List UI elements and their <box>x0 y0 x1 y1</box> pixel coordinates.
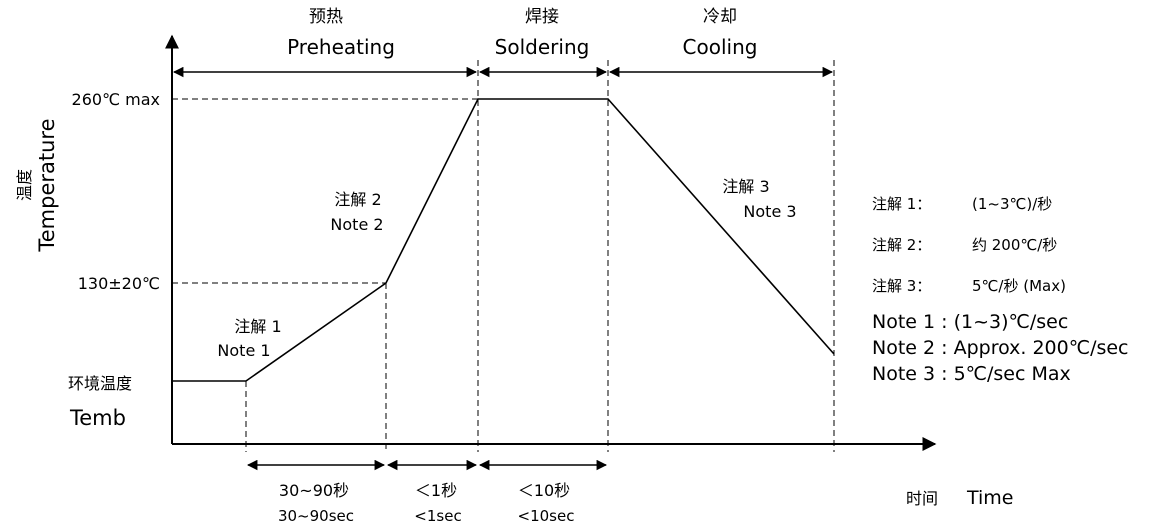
legend-cn-note-3-value: 5℃/秒 (Max) <box>972 277 1066 295</box>
x-axis-label-en: Time <box>966 487 1014 509</box>
legend-cn-note-2: 注解 2： 约 200℃/秒 <box>872 233 1129 274</box>
y-axis-label-en: Temperature <box>35 118 59 252</box>
duration-3-cn: ＜10秒 <box>518 481 570 500</box>
duration-1-cn: 30~90秒 <box>279 481 349 500</box>
legend-en-note-2: Note 2 : Approx. 200℃/sec <box>872 337 1129 359</box>
ambient-label-cn: 环境温度 <box>68 374 132 393</box>
phase-preheating-cn: 预热 <box>309 7 343 27</box>
curve-note2-en: Note 2 <box>330 215 383 234</box>
phase-soldering-cn: 焊接 <box>525 7 559 27</box>
legend-en-note-3: Note 3 : 5℃/sec Max <box>872 363 1071 385</box>
notes-legend: 注解 1： (1~3℃)/秒 注解 2： 约 200℃/秒 注解 3： 5℃/秒 (M… <box>872 192 1129 387</box>
preheat-temperature-label: 130±20℃ <box>78 274 160 293</box>
phase-cooling-cn: 冷却 <box>703 7 737 27</box>
curve-note1-cn: 注解 1 <box>234 317 281 336</box>
legend-en-note-1: Note 1 : (1~3)℃/sec <box>872 311 1069 333</box>
duration-2-cn: ＜1秒 <box>415 481 457 500</box>
ambient-label-en: Temb <box>69 406 126 430</box>
peak-temperature-label: 260℃ max <box>72 90 160 109</box>
legend-cn-note-1: 注解 1： (1~3℃)/秒 <box>872 192 1129 233</box>
legend-cn-note-2-key: 注解 2： <box>872 236 932 254</box>
x-axis-label-cn: 时间 <box>906 489 938 508</box>
curve-note3-cn: 注解 3 <box>722 177 769 196</box>
legend-cn-note-3: 注解 3： 5℃/秒 (Max) <box>872 274 1129 315</box>
phase-soldering-en: Soldering <box>495 35 590 59</box>
temperature-profile-curve <box>172 98 835 382</box>
duration-2-en: <1sec <box>414 507 461 525</box>
curve-note2-cn: 注解 2 <box>334 190 381 209</box>
legend-cn-note-1-value: (1~3℃)/秒 <box>972 195 1053 213</box>
curve-note3-en: Note 3 <box>743 202 796 221</box>
duration-1-en: 30~90sec <box>278 507 354 525</box>
dashed-guides <box>172 60 835 452</box>
curve-note1-en: Note 1 <box>217 341 270 360</box>
legend-cn-note-3-key: 注解 3： <box>872 277 932 295</box>
phase-cooling-en: Cooling <box>683 35 758 59</box>
legend-cn-note-2-value: 约 200℃/秒 <box>972 236 1058 254</box>
y-axis-label-cn: 温度 <box>15 169 34 201</box>
duration-3-en: <10sec <box>518 507 575 525</box>
legend-cn-note-1-key: 注解 1： <box>872 195 932 213</box>
phase-preheating-en: Preheating <box>287 35 395 59</box>
